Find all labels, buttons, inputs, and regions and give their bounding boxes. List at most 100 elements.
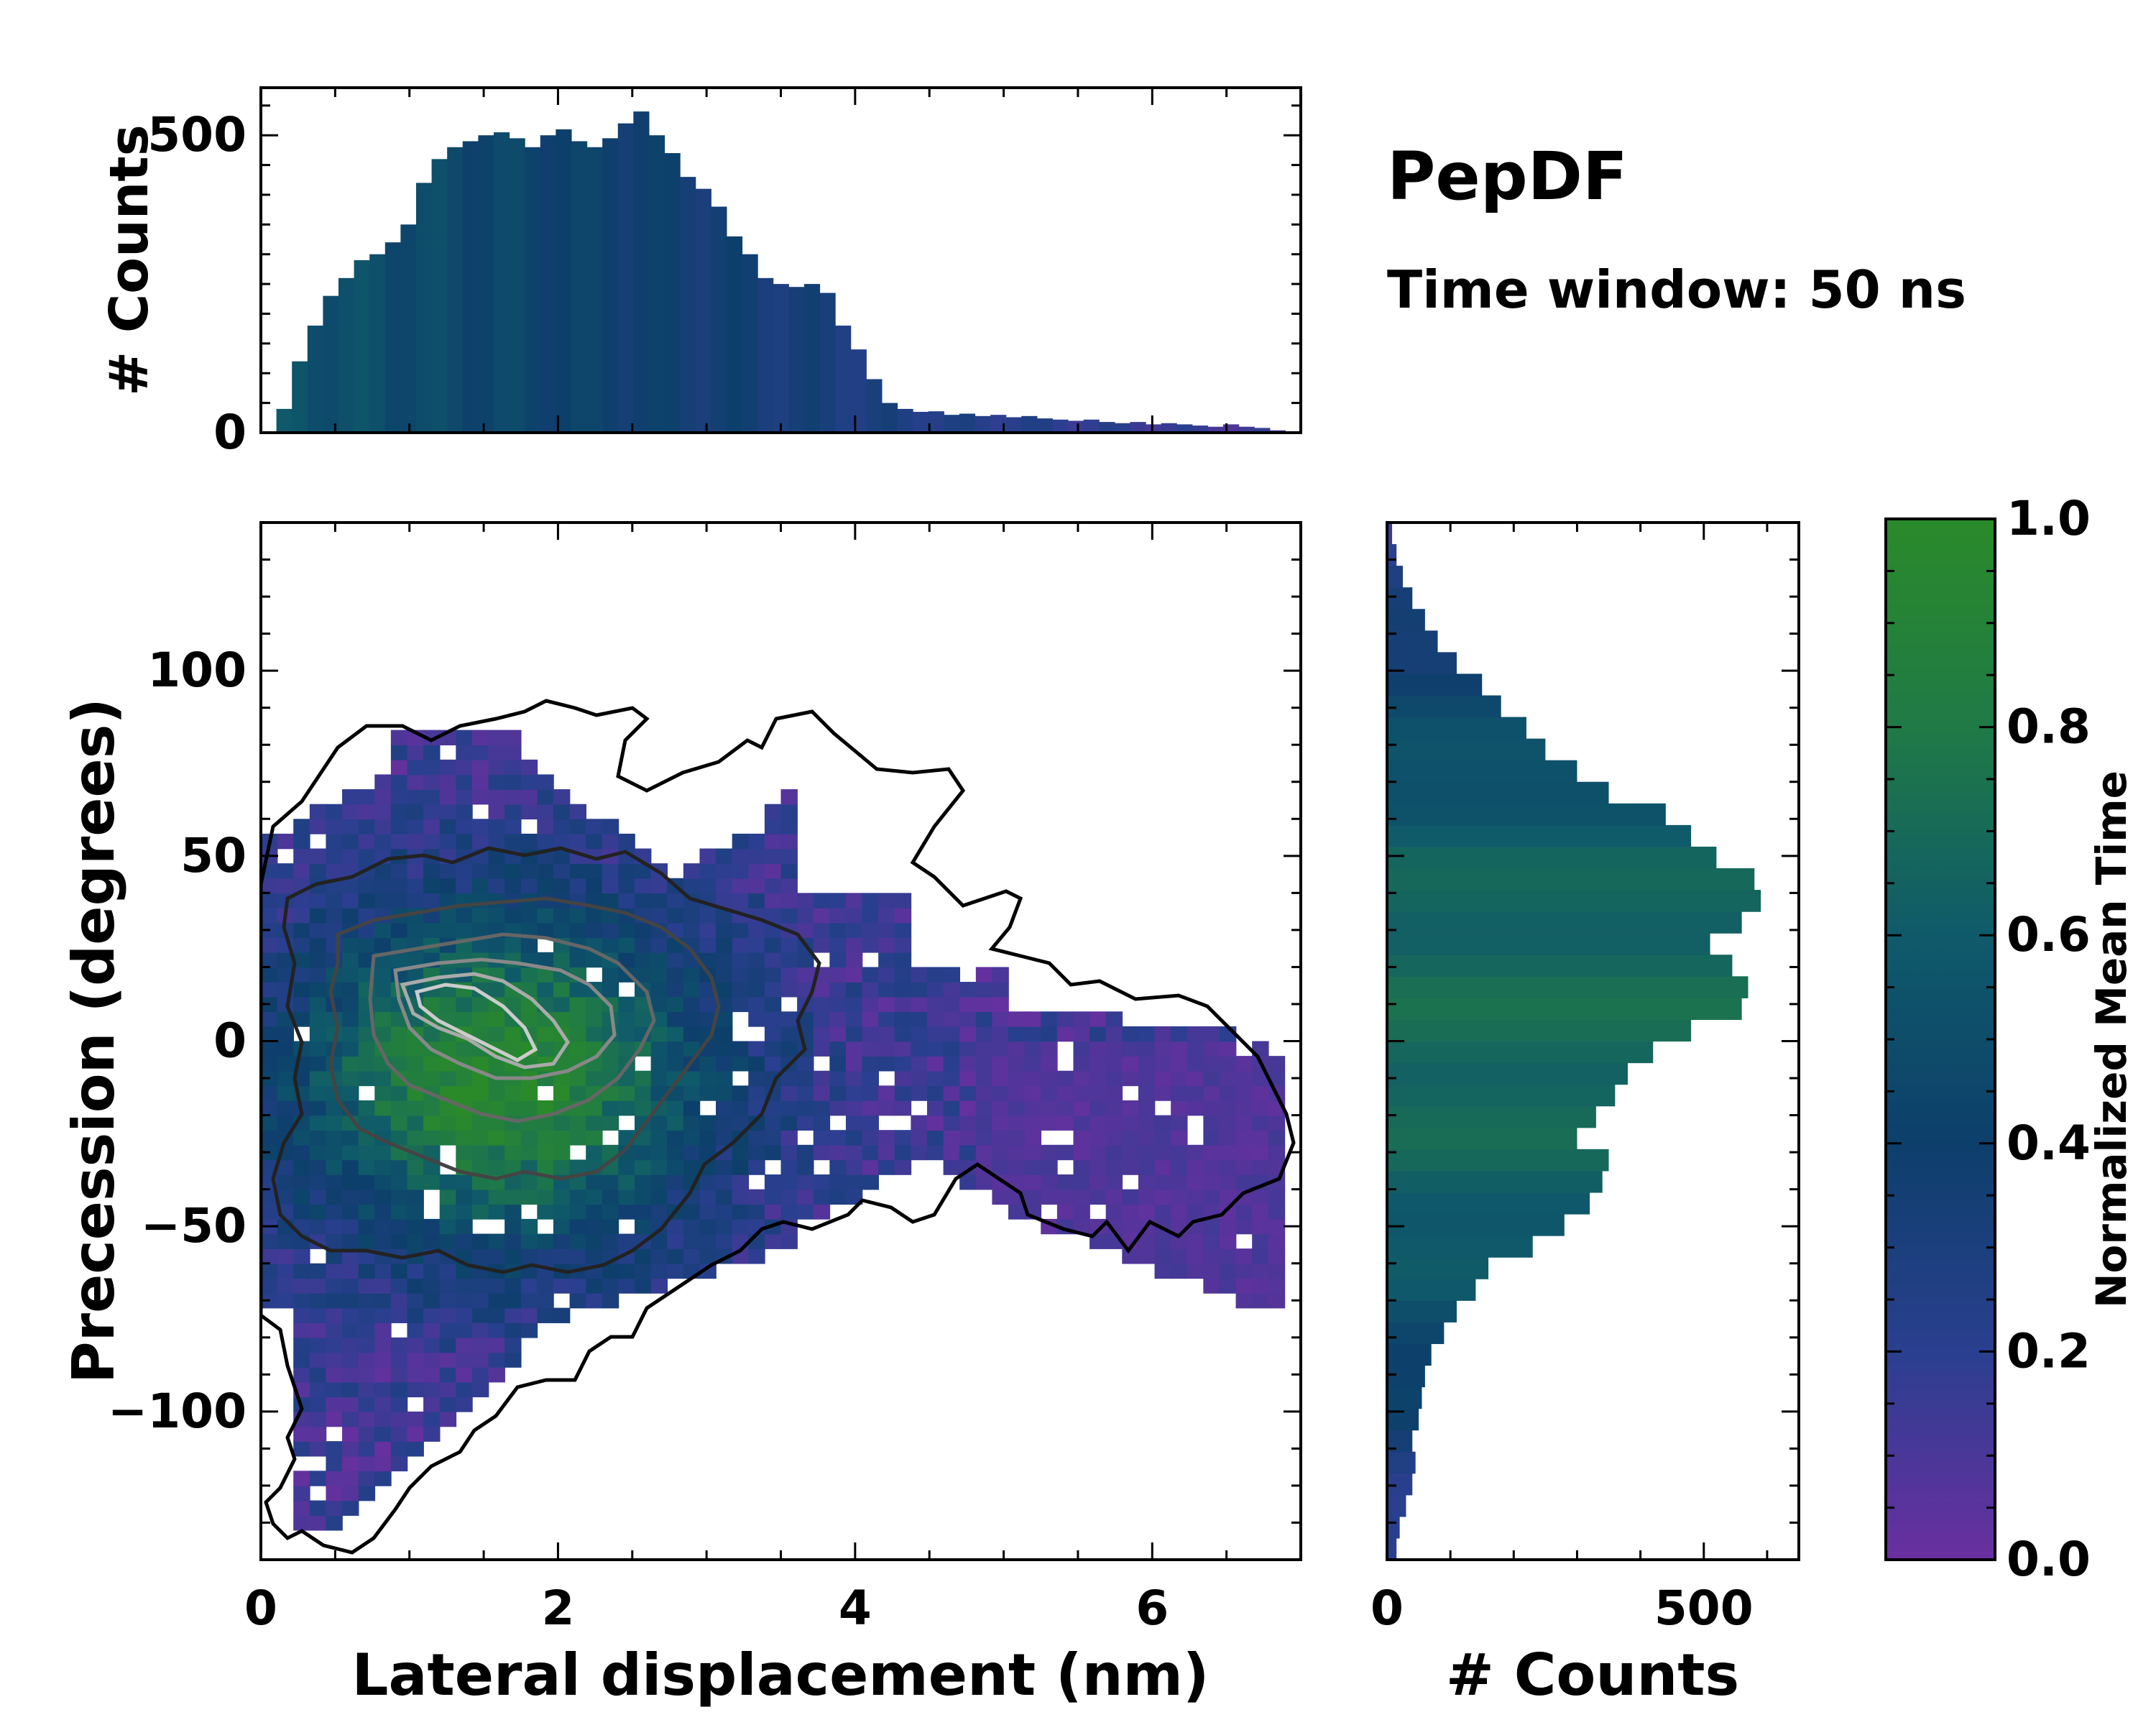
heatmap-cell [635,1144,652,1161]
heatmap-cell [683,1100,701,1116]
heatmap-cell [764,1144,782,1161]
heatmap-cell [342,982,359,998]
heatmap-cell [471,730,489,746]
heatmap-cell [959,1100,977,1116]
heatmap-cell [1105,1056,1123,1072]
heatmap-cell [537,1041,554,1057]
right-histogram-bar [1387,911,1742,934]
heatmap-cell [358,1174,376,1190]
heatmap-cell [471,1011,489,1027]
heatmap-cell [602,1263,619,1279]
heatmap-cell [878,1100,895,1116]
heatmap-cell [1203,1056,1220,1072]
heatmap-cell [1252,1144,1269,1161]
heatmap-cell [635,967,652,983]
heatmap-cell [845,1056,863,1072]
heatmap-cell [1154,1085,1171,1101]
heatmap-cell [569,1218,586,1235]
heatmap-cell [683,1248,701,1264]
heatmap-cell [407,774,424,790]
heatmap-cell [1105,1115,1123,1131]
right-histogram-bar [1387,673,1483,696]
heatmap-cell [390,1115,408,1131]
right-histogram-bar [1387,1084,1616,1107]
heatmap-cell [1235,1292,1253,1309]
heatmap-cell [780,1070,798,1087]
heatmap-cell [635,1218,652,1235]
right-histogram-bar [1387,566,1404,588]
heatmap-cell [748,1204,765,1220]
heatmap-cell [277,1100,295,1116]
heatmap-cell [326,1500,343,1516]
heatmap-cell [326,1441,343,1457]
right-histogram-bar [1387,738,1546,761]
heatmap-cell [845,922,863,938]
heatmap-cell [1252,1218,1269,1235]
heatmap-cell [635,937,652,953]
heatmap-cell [1268,1204,1286,1220]
heatmap-cell [439,1204,457,1220]
top-histogram-bar [509,138,525,433]
heatmap-cell [569,1085,586,1101]
heatmap-cell [326,1307,343,1323]
heatmap-cell [618,893,635,908]
heatmap-cell [586,1218,603,1235]
right-histogram-bar [1387,587,1413,610]
heatmap-cell [439,952,457,968]
heatmap-cell [407,1441,424,1457]
heatmap-cell [553,789,571,805]
heatmap-cell [1138,1159,1156,1175]
heatmap-cell [505,907,522,924]
heatmap-cell [326,907,343,924]
top-histogram-bar [1114,423,1131,433]
top-histogram-bar [540,135,556,433]
heatmap-cell [764,937,782,953]
heatmap-cell [911,982,928,998]
heatmap-cell [1187,1085,1204,1101]
heatmap-cell [1138,1144,1156,1161]
heatmap-cell [862,1011,879,1027]
heatmap-cell [764,878,782,894]
heatmap-cell [1235,1174,1253,1190]
heatmap-cell [1235,1218,1253,1235]
heatmap-cell [407,1218,424,1235]
heatmap-cell [602,1174,619,1190]
top-histogram-bar [680,177,696,433]
heatmap-cell [407,1307,424,1323]
heatmap-cell [829,1174,847,1190]
heatmap-cell [748,952,765,968]
heatmap-cell [390,937,408,953]
heatmap-cell [764,1041,782,1057]
colorbar-tick-label: 1.0 [2007,491,2091,546]
heatmap-cell [683,1026,701,1042]
heatmap-cell [309,1026,327,1042]
heatmap-cell [520,1130,538,1146]
heatmap-cell [699,1070,717,1087]
heatmap-cell [326,1130,343,1146]
heatmap-cell [862,1130,879,1146]
heatmap-cell [1171,1130,1188,1146]
right-histogram-bar [1387,1062,1628,1085]
heatmap-cell [439,863,457,879]
heatmap-cell [975,967,993,983]
heatmap-cell [1203,1263,1220,1279]
heatmap-cell [277,1248,295,1264]
heatmap-cell [1171,1159,1188,1175]
heatmap-cell [975,996,993,1013]
heatmap-cell [1089,1144,1107,1161]
heatmap-cell [878,982,895,998]
heatmap-cell [569,1233,586,1249]
heatmap-cell [374,1159,392,1175]
heatmap-cell [293,1189,310,1205]
heatmap-cell [1187,1159,1204,1175]
heatmap-cell [780,1189,798,1205]
heatmap-cell [748,1070,765,1087]
heatmap-cell [309,1500,327,1516]
heatmap-cell [293,1515,310,1531]
heatmap-cell [423,1263,441,1279]
heatmap-cell [374,1381,392,1398]
contour-level-2 [328,896,721,1181]
heatmap-cell [911,1144,928,1161]
heatmap-cell [716,1189,733,1205]
heatmap-cell [683,878,701,894]
